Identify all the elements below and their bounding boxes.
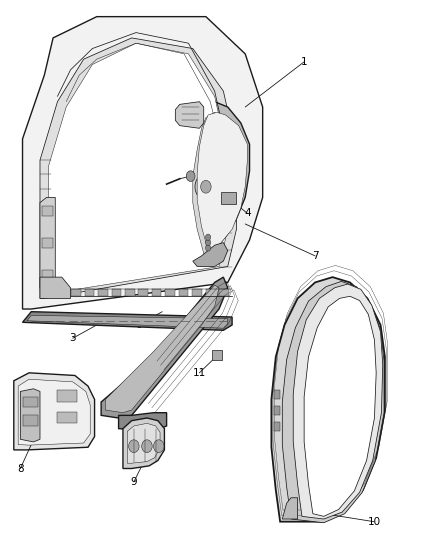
Polygon shape (197, 112, 247, 256)
Polygon shape (49, 43, 228, 293)
Polygon shape (123, 418, 164, 469)
Circle shape (201, 180, 211, 193)
Text: 9: 9 (131, 477, 137, 487)
Polygon shape (127, 423, 160, 463)
Bar (192, 289, 202, 296)
Bar (274, 390, 280, 399)
Text: 5: 5 (192, 134, 198, 144)
Bar (125, 289, 134, 296)
Text: 6: 6 (135, 320, 141, 330)
Text: 10: 10 (367, 516, 381, 527)
Polygon shape (283, 281, 384, 523)
Text: 2: 2 (190, 187, 196, 197)
Circle shape (205, 239, 211, 246)
Text: 3: 3 (69, 333, 76, 343)
Bar (98, 289, 108, 296)
Polygon shape (22, 312, 232, 330)
Polygon shape (101, 277, 228, 418)
Bar (42, 206, 53, 216)
Polygon shape (304, 296, 376, 516)
Polygon shape (40, 277, 71, 298)
Polygon shape (293, 284, 383, 519)
Bar (179, 289, 188, 296)
Bar (42, 270, 53, 280)
Polygon shape (40, 38, 237, 298)
Polygon shape (106, 285, 219, 413)
Bar (165, 289, 175, 296)
Bar (22, 397, 38, 407)
Circle shape (195, 173, 217, 200)
Bar (205, 289, 215, 296)
Polygon shape (188, 102, 250, 266)
Polygon shape (119, 413, 166, 431)
Circle shape (153, 440, 164, 453)
Bar (212, 350, 222, 360)
Polygon shape (27, 316, 228, 328)
Polygon shape (40, 197, 55, 288)
Bar (138, 289, 148, 296)
Bar (85, 289, 94, 296)
Text: 8: 8 (17, 464, 24, 473)
Bar (274, 406, 280, 415)
Bar (58, 289, 67, 296)
Polygon shape (283, 498, 297, 519)
Polygon shape (20, 389, 40, 442)
Polygon shape (14, 373, 95, 450)
Bar (71, 289, 81, 296)
Bar (274, 422, 280, 431)
Polygon shape (18, 379, 90, 445)
Bar (22, 415, 38, 426)
Polygon shape (193, 112, 245, 261)
Bar (112, 289, 121, 296)
Bar (152, 289, 162, 296)
Polygon shape (272, 277, 385, 522)
Polygon shape (22, 17, 263, 309)
Text: 1: 1 (301, 57, 307, 67)
Bar (57, 390, 77, 402)
Circle shape (205, 234, 211, 240)
Bar (42, 238, 53, 248)
Bar (57, 411, 77, 423)
Circle shape (205, 245, 211, 251)
Text: 11: 11 (193, 368, 206, 378)
Bar (219, 289, 229, 296)
Bar (221, 192, 237, 204)
Text: 7: 7 (312, 251, 318, 261)
Circle shape (129, 440, 139, 453)
Bar (44, 289, 54, 296)
Polygon shape (193, 243, 228, 266)
Circle shape (142, 440, 152, 453)
Circle shape (186, 171, 195, 181)
Polygon shape (175, 102, 204, 128)
Text: 4: 4 (244, 208, 251, 219)
